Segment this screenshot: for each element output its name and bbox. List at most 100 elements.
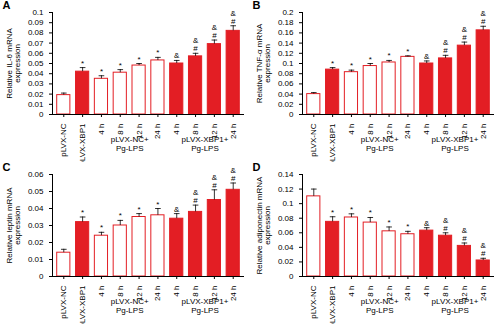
svg-text:pLVX-NC+Pg-LPS: pLVX-NC+Pg-LPS bbox=[361, 135, 399, 152]
svg-text:*: * bbox=[138, 55, 141, 64]
svg-text:*: * bbox=[406, 47, 409, 56]
svg-text:&#: &# bbox=[212, 173, 218, 190]
svg-text:*: * bbox=[119, 211, 122, 220]
svg-text:*: * bbox=[388, 218, 391, 227]
svg-text:pLVX-XBP1+Pg-LPS: pLVX-XBP1+Pg-LPS bbox=[432, 135, 479, 152]
svg-text:&#: &# bbox=[481, 9, 487, 26]
svg-text:&#: &# bbox=[231, 166, 237, 183]
svg-text:4 h: 4 h bbox=[422, 124, 431, 135]
svg-text:&: & bbox=[424, 219, 430, 228]
svg-text:4 h: 4 h bbox=[422, 286, 431, 297]
svg-text:*: * bbox=[100, 67, 103, 76]
svg-text:4 h: 4 h bbox=[97, 124, 106, 135]
svg-text:0.1: 0.1 bbox=[32, 8, 44, 17]
svg-text:4 h: 4 h bbox=[97, 286, 106, 297]
svg-text:0.12: 0.12 bbox=[278, 185, 294, 194]
svg-text:&#: &# bbox=[193, 188, 199, 205]
svg-text:24 h: 24 h bbox=[153, 124, 162, 140]
svg-text:pLVX-XBP1: pLVX-XBP1 bbox=[328, 123, 337, 162]
svg-text:&#: &# bbox=[481, 241, 487, 258]
svg-text:0.03: 0.03 bbox=[28, 221, 44, 230]
svg-text:0: 0 bbox=[289, 110, 294, 119]
svg-text:*: * bbox=[331, 59, 334, 68]
svg-text:*: * bbox=[138, 205, 141, 214]
svg-text:24 h: 24 h bbox=[403, 124, 412, 140]
svg-text:*: * bbox=[331, 208, 334, 217]
svg-text:0.16: 0.16 bbox=[278, 28, 294, 37]
svg-text:0.08: 0.08 bbox=[278, 69, 294, 78]
svg-text:24 h: 24 h bbox=[479, 286, 488, 302]
svg-text:0.04: 0.04 bbox=[28, 69, 44, 78]
svg-text:&: & bbox=[424, 52, 430, 61]
svg-text:0.02: 0.02 bbox=[28, 90, 44, 99]
svg-text:0.06: 0.06 bbox=[28, 170, 44, 179]
svg-text:*: * bbox=[156, 48, 159, 57]
svg-text:0.04: 0.04 bbox=[278, 90, 294, 99]
svg-text:pLVX-NC+Pg-LPS: pLVX-NC+Pg-LPS bbox=[111, 135, 149, 152]
svg-text:8 h: 8 h bbox=[366, 124, 375, 135]
svg-text:8 h: 8 h bbox=[441, 124, 450, 135]
svg-text:pLVX-XBP1: pLVX-XBP1 bbox=[78, 285, 87, 324]
svg-text:0.12: 0.12 bbox=[278, 49, 294, 58]
svg-text:C: C bbox=[3, 162, 11, 173]
svg-text:4 h: 4 h bbox=[172, 286, 181, 297]
svg-text:pLVX-XBP1+Pg-LPS: pLVX-XBP1+Pg-LPS bbox=[182, 135, 229, 152]
svg-text:0: 0 bbox=[289, 272, 294, 281]
svg-text:&#: &# bbox=[443, 216, 449, 233]
svg-text:0.14: 0.14 bbox=[278, 170, 294, 179]
svg-text:8 h: 8 h bbox=[191, 286, 200, 297]
svg-text:*: * bbox=[81, 59, 84, 68]
svg-text:pLVX-XBP1+Pg-LPS: pLVX-XBP1+Pg-LPS bbox=[432, 297, 479, 314]
svg-text:8 h: 8 h bbox=[191, 124, 200, 135]
svg-text:4 h: 4 h bbox=[172, 124, 181, 135]
svg-text:8 h: 8 h bbox=[441, 286, 450, 297]
svg-text:pLVX-NC: pLVX-NC bbox=[59, 285, 68, 318]
svg-text:0: 0 bbox=[39, 272, 44, 281]
svg-text:*: * bbox=[119, 61, 122, 70]
svg-text:&: & bbox=[174, 51, 180, 60]
svg-text:&#: &# bbox=[231, 9, 237, 26]
svg-text:*: * bbox=[156, 200, 159, 209]
svg-text:0.18: 0.18 bbox=[278, 18, 294, 27]
svg-text:pLVX-NC: pLVX-NC bbox=[59, 123, 68, 156]
svg-text:&: & bbox=[174, 205, 180, 214]
svg-text:pLVX-XBP1: pLVX-XBP1 bbox=[78, 123, 87, 162]
svg-text:0.08: 0.08 bbox=[28, 28, 44, 37]
svg-text:0.04: 0.04 bbox=[28, 204, 44, 213]
svg-text:pLVX-XBP1+Pg-LPS: pLVX-XBP1+Pg-LPS bbox=[182, 297, 229, 314]
svg-text:0.06: 0.06 bbox=[28, 49, 44, 58]
svg-text:Relative IL-6 mRNAexpression: Relative IL-6 mRNAexpression bbox=[5, 27, 22, 98]
svg-text:Relative adiponectin mRNAexpre: Relative adiponectin mRNAexpression bbox=[255, 176, 272, 274]
svg-text:8 h: 8 h bbox=[116, 286, 125, 297]
svg-text:&#: &# bbox=[212, 23, 218, 40]
svg-text:Relative TNF-α mRNAexpression: Relative TNF-α mRNAexpression bbox=[255, 23, 272, 103]
svg-text:0.06: 0.06 bbox=[278, 79, 294, 88]
svg-text:&#: &# bbox=[443, 38, 449, 55]
svg-text:0.05: 0.05 bbox=[28, 59, 44, 68]
svg-text:*: * bbox=[81, 208, 84, 217]
svg-text:0.08: 0.08 bbox=[278, 214, 294, 223]
svg-text:B: B bbox=[253, 0, 261, 11]
svg-text:*: * bbox=[388, 51, 391, 60]
svg-text:*: * bbox=[100, 223, 103, 232]
svg-text:0.01: 0.01 bbox=[28, 100, 44, 109]
svg-text:24 h: 24 h bbox=[229, 124, 238, 140]
svg-text:4 h: 4 h bbox=[347, 286, 356, 297]
svg-text:0.02: 0.02 bbox=[278, 257, 294, 266]
svg-text:Relative leptin mRNAexpression: Relative leptin mRNAexpression bbox=[5, 187, 22, 264]
svg-text:0.02: 0.02 bbox=[278, 100, 294, 109]
svg-text:&#: &# bbox=[462, 226, 468, 243]
svg-text:0.1: 0.1 bbox=[282, 59, 294, 68]
svg-text:&#: &# bbox=[462, 25, 468, 42]
svg-text:0.03: 0.03 bbox=[28, 79, 44, 88]
svg-text:*: * bbox=[350, 205, 353, 214]
svg-text:pLVX-XBP1: pLVX-XBP1 bbox=[328, 285, 337, 324]
svg-text:8 h: 8 h bbox=[116, 124, 125, 135]
svg-text:0.02: 0.02 bbox=[28, 238, 44, 247]
svg-text:0.1: 0.1 bbox=[282, 199, 294, 208]
svg-text:0.2: 0.2 bbox=[282, 8, 294, 17]
svg-text:0.07: 0.07 bbox=[28, 39, 44, 48]
svg-text:24 h: 24 h bbox=[153, 286, 162, 302]
svg-text:0.06: 0.06 bbox=[278, 228, 294, 237]
svg-text:0.14: 0.14 bbox=[278, 39, 294, 48]
